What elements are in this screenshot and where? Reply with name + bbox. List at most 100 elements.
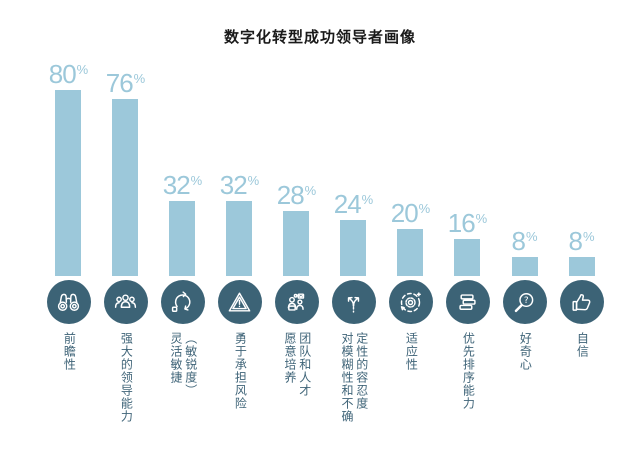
bar-value-percent-sign: % xyxy=(361,192,374,207)
icon-circle xyxy=(46,280,91,324)
icon-circle xyxy=(331,280,376,324)
branch-arrows-icon xyxy=(347,296,360,313)
bar-column: 24% 对模糊性和不确 定性的容忍度 xyxy=(325,46,382,450)
bar-stack: 8% xyxy=(568,46,595,276)
category-label-column: （敏锐度） xyxy=(183,332,198,397)
bar-column: 8% 自信 xyxy=(553,46,610,450)
category-label-column: 适应性 xyxy=(404,332,419,371)
bar xyxy=(340,220,367,276)
bar-column: 80% 前瞻性 xyxy=(40,46,97,450)
bar-value-percent-sign: % xyxy=(247,173,260,188)
bar-stack: 32% xyxy=(220,46,259,276)
bar-column: 32% 勇于承担风险 xyxy=(211,46,268,450)
bar-value-percent-sign: % xyxy=(76,62,89,77)
bar-category-label: 自信 xyxy=(575,332,589,450)
category-label-column: 前瞻性 xyxy=(62,332,77,371)
bar-column: 16% 优先排序能力 xyxy=(439,46,496,450)
bar-stack: 16% xyxy=(448,46,487,276)
bar-value-percent-sign: % xyxy=(475,211,488,226)
category-label-column: 自信 xyxy=(575,332,590,358)
warning-triangle-icon xyxy=(228,292,251,312)
bar xyxy=(112,99,139,276)
bar xyxy=(511,257,538,276)
bar-value-number: 32 xyxy=(162,170,191,200)
bar-value-label: 32% xyxy=(163,172,202,198)
icon-circle xyxy=(160,280,205,324)
bar xyxy=(454,239,481,276)
bar-column: 8% ? 好奇心 xyxy=(496,46,553,450)
bar-column: 20% 适应性 xyxy=(382,46,439,450)
bar-value-number: 8 xyxy=(568,226,583,256)
category-label-column: 勇于承担风险 xyxy=(233,332,248,410)
bar-stack: 76% xyxy=(106,46,145,276)
bar-value-label: 76% xyxy=(106,70,145,96)
bar-value-number: 16 xyxy=(447,208,476,238)
bar-category-label: 对模糊性和不确 定性的容忍度 xyxy=(339,332,369,450)
category-label-column: 优先排序能力 xyxy=(461,332,476,410)
icon-circle xyxy=(388,280,433,324)
bar-category-label: 强大的领导能力 xyxy=(119,332,133,450)
bar xyxy=(283,211,310,276)
bar-column: 28% 愿意培养 团队和人才 xyxy=(268,46,325,450)
bar-value-percent-sign: % xyxy=(133,71,146,86)
bar-category-label: 愿意培养 团队和人才 xyxy=(282,332,312,450)
bar-value-label: 20% xyxy=(391,200,430,226)
icon-circle: ? xyxy=(502,280,547,324)
bar xyxy=(55,90,82,276)
category-label-column: 对模糊性和不确 xyxy=(340,332,354,423)
bar-value-number: 24 xyxy=(333,189,362,219)
agile-cycle-icon xyxy=(171,290,191,312)
bar-value-label: 8% xyxy=(568,228,594,254)
icon-circle xyxy=(274,280,319,324)
bar-stack: 80% xyxy=(49,46,88,276)
bar-stack: 8% xyxy=(511,46,538,276)
bar-stack: 24% xyxy=(334,46,373,276)
binoculars-icon xyxy=(57,293,80,311)
bar-category-label: 好奇心 xyxy=(518,332,532,450)
category-label-column: 定性的容忍度 xyxy=(354,332,369,410)
bar-value-number: 28 xyxy=(276,180,305,210)
bar-column: 32% 灵活敏捷 （敏锐度） xyxy=(154,46,211,450)
bar-value-label: 16% xyxy=(448,210,487,236)
bar xyxy=(226,201,253,276)
category-label-column: 灵活敏捷 xyxy=(169,332,183,384)
icon-circle xyxy=(217,280,262,324)
bar-category-label: 灵活敏捷 （敏锐度） xyxy=(168,332,198,450)
bar-value-percent-sign: % xyxy=(304,183,317,198)
gear-orbit-icon xyxy=(400,291,421,312)
bar-value-number: 32 xyxy=(219,170,248,200)
bar-category-label: 前瞻性 xyxy=(62,332,76,450)
bar xyxy=(397,229,424,276)
bar-columns: 80% 前瞻性 76% 强大的领导能力 32% xyxy=(40,46,610,450)
bar xyxy=(568,257,595,276)
bar-column: 76% 强大的领导能力 xyxy=(97,46,154,450)
bar-value-percent-sign: % xyxy=(418,201,431,216)
chart-title: 数字化转型成功领导者画像 xyxy=(223,29,416,46)
bar-stack: 32% xyxy=(163,46,202,276)
category-label-column: 强大的领导能力 xyxy=(119,332,134,423)
bar-value-label: 24% xyxy=(334,191,373,217)
bar-value-number: 76 xyxy=(105,68,134,98)
bar-value-percent-sign: % xyxy=(525,229,538,244)
bar-value-number: 20 xyxy=(390,198,419,228)
bar-value-number: 80 xyxy=(48,59,77,89)
stacked-layers-icon xyxy=(459,293,476,310)
bar-value-percent-sign: % xyxy=(190,173,203,188)
icon-circle xyxy=(445,280,490,324)
bar-stack: 20% xyxy=(391,46,430,276)
svg-text:?: ? xyxy=(524,296,529,306)
bar-value-label: 80% xyxy=(49,61,88,87)
magnifier-question-icon: ? xyxy=(514,292,534,312)
people-group-icon xyxy=(114,293,137,308)
bar-value-label: 32% xyxy=(220,172,259,198)
bar-value-label: 8% xyxy=(511,228,537,254)
icon-circle xyxy=(559,280,604,324)
category-label-column: 愿意培养 xyxy=(283,332,297,384)
bar xyxy=(169,201,196,276)
bar-category-label: 适应性 xyxy=(404,332,418,450)
people-talent-icon xyxy=(287,292,305,311)
bar-value-label: 28% xyxy=(277,182,316,208)
bar-value-number: 8 xyxy=(511,226,526,256)
bar-stack: 28% xyxy=(277,46,316,276)
